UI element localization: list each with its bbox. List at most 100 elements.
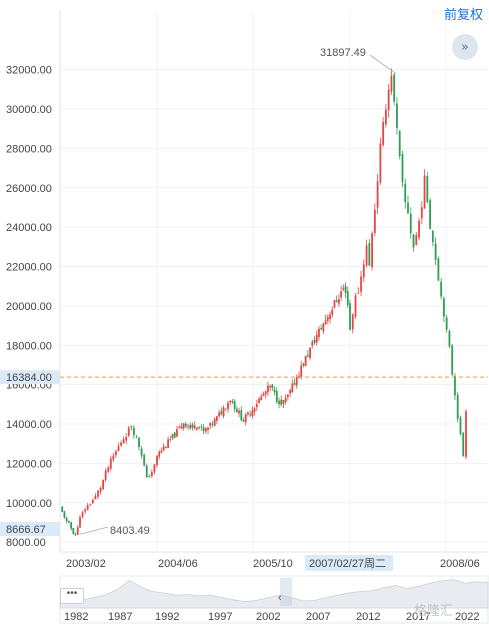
candle-body [70, 522, 73, 529]
candle-body [196, 427, 198, 430]
candle-body [74, 533, 77, 535]
candle-body [125, 436, 128, 441]
candle-body [109, 458, 112, 469]
candle-body [247, 412, 249, 415]
candle-body [434, 243, 437, 260]
candle-body [187, 426, 189, 428]
navigator-handle [280, 578, 292, 606]
navigator-year-label: 1982 [64, 611, 88, 623]
y-tick-label: 26000.00 [6, 183, 52, 195]
candle-body [79, 517, 81, 525]
candle-body [220, 411, 223, 415]
candle-body [313, 339, 316, 343]
candle-body [202, 427, 205, 432]
candle-body [209, 422, 212, 426]
candle-body [465, 411, 467, 457]
candle-body [156, 455, 158, 462]
candle-body [251, 410, 254, 417]
candle-body [224, 408, 227, 410]
double-chevron-right-icon[interactable]: » [452, 34, 478, 60]
candle-body [140, 448, 143, 456]
candle-body [360, 276, 362, 292]
candle-body [61, 506, 64, 512]
candle-body [222, 407, 225, 416]
candle-body [404, 183, 407, 203]
x-axis: 2003/02 2004/06 2005/10 2008/06 2007/02/27周二 [60, 551, 488, 571]
high-leader-line [369, 54, 397, 75]
candle-body [304, 355, 307, 367]
candle-body [164, 447, 167, 449]
low-leader-line [79, 526, 109, 535]
navigator[interactable]: ‹ 1982 1987 1992 1997 2002 2007 2012 2017 2022 [59, 575, 489, 624]
candle-body [148, 476, 151, 478]
candle-body [376, 181, 379, 208]
navigator-year-label: 1997 [208, 611, 232, 623]
high-value-label: 31897.49 [320, 47, 366, 59]
candle-body [184, 423, 187, 427]
candle-body [324, 320, 327, 325]
candle-body [456, 394, 459, 419]
candle-body [193, 425, 196, 429]
candle-body [133, 427, 135, 436]
candle-body [275, 391, 278, 402]
y-axis: 8000.0010000.0012000.0014000.0016000.001… [6, 65, 52, 549]
candle-body [178, 427, 181, 428]
candle-body [349, 307, 351, 330]
candle-body [176, 429, 178, 437]
candle-body [271, 384, 274, 389]
candle-body [79, 524, 81, 528]
candle-body [437, 258, 440, 281]
navigator-year-label: 1987 [108, 611, 132, 623]
candle-body [258, 398, 260, 404]
candle-body [306, 355, 309, 357]
candle-body [459, 417, 462, 434]
candle-body [401, 154, 404, 183]
candle-body [233, 401, 236, 410]
candle-body [278, 400, 280, 405]
ellipsis-icon[interactable]: ••• [60, 588, 84, 604]
candle-body [235, 408, 238, 413]
candle-body [354, 295, 357, 317]
candle-body [115, 451, 117, 456]
candle-body [249, 414, 252, 416]
fq-toggle-button[interactable]: 前复权 [443, 8, 483, 23]
candle-body [451, 345, 454, 375]
candle-body [409, 213, 412, 234]
candle-body [81, 512, 84, 517]
candles[interactable] [61, 68, 467, 537]
candle-body [180, 426, 183, 429]
candle-body [415, 234, 418, 245]
grid-lines [59, 10, 488, 552]
candle-body [423, 175, 426, 209]
candle-body [86, 505, 89, 510]
candle-body [390, 75, 393, 92]
annotations: 31897.49 8403.49 16384.00 8666.67 [0, 47, 488, 537]
candle-body [420, 207, 423, 219]
candle-body [393, 74, 396, 102]
candle-body [322, 323, 325, 332]
candle-body [200, 426, 203, 428]
candle-body [351, 314, 354, 330]
candle-body [198, 426, 201, 428]
candle-body [97, 490, 99, 497]
y-tick-label: 32000.00 [6, 65, 52, 77]
candle-body [412, 234, 415, 248]
candle-body [138, 437, 140, 448]
candle-body [72, 528, 75, 534]
last-value-label-bg [0, 522, 60, 537]
candle-body [104, 470, 107, 480]
candle-body [309, 347, 311, 358]
candle-body [260, 396, 263, 401]
reference-label-bg [0, 370, 60, 385]
candle-body [331, 309, 334, 315]
crosshair-x-label-bg [305, 555, 393, 571]
candle-body [255, 403, 258, 408]
candle-body [204, 428, 207, 432]
crosshair-x-label: 2007/02/27周二 [309, 557, 386, 570]
candle-body [127, 427, 130, 436]
candle-body [267, 385, 269, 393]
candle-body [338, 299, 340, 304]
candle-body [76, 527, 79, 535]
candle-body [63, 511, 66, 518]
candle-body [112, 455, 115, 460]
